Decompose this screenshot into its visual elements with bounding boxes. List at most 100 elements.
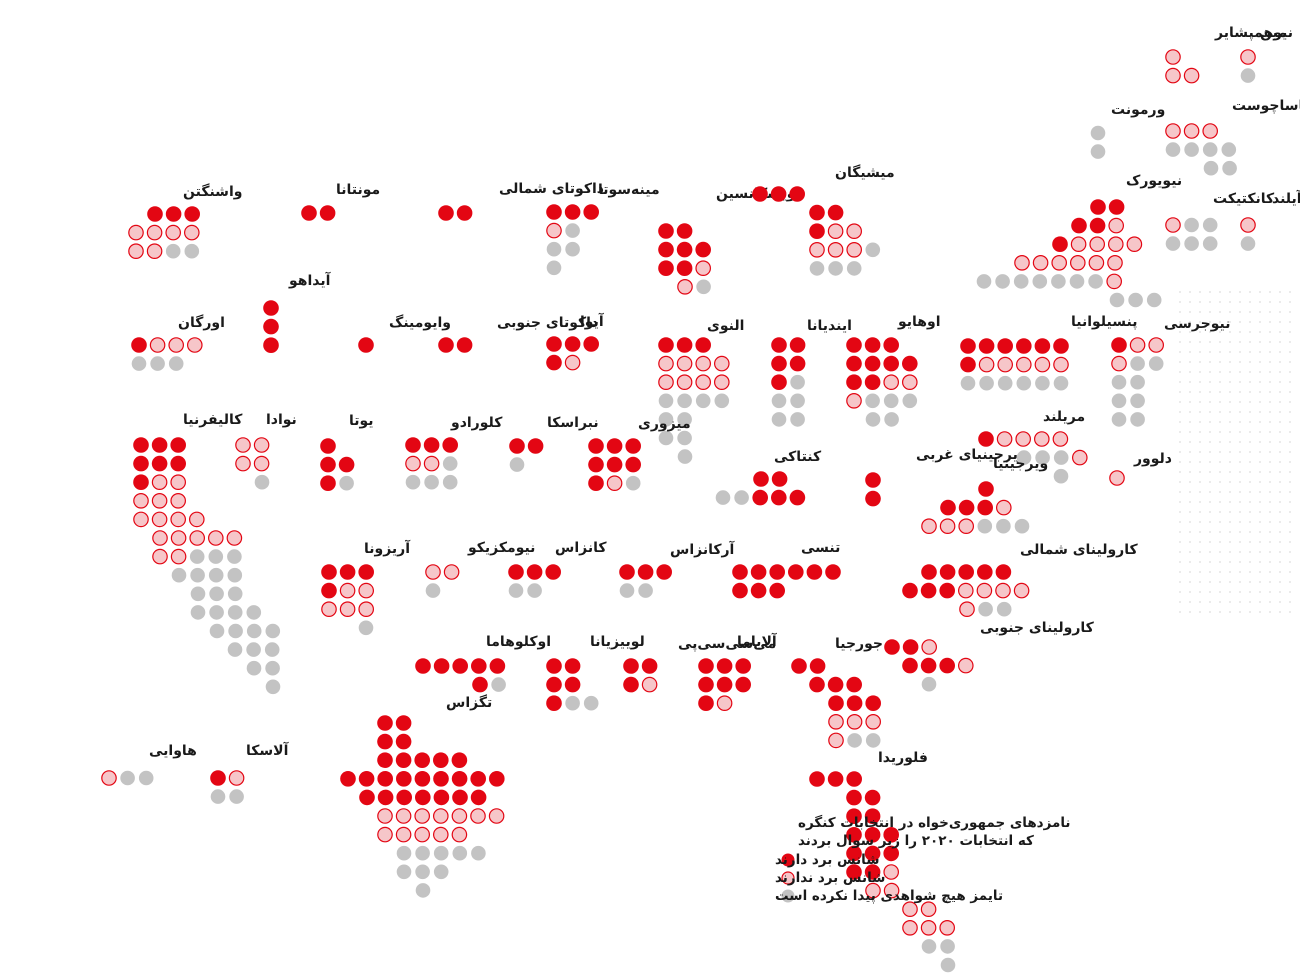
texture-dot — [1269, 481, 1271, 483]
winning-dot — [695, 241, 711, 258]
texture-dot — [1289, 421, 1291, 423]
texture-dot — [1249, 461, 1251, 463]
texture-dot — [1189, 311, 1191, 313]
texture-dot — [1189, 591, 1191, 593]
winning-dot — [131, 337, 147, 353]
texture-dot — [1179, 301, 1181, 303]
no-evidence-dot — [865, 733, 881, 748]
losing-dot — [321, 601, 337, 617]
texture-dot — [1189, 371, 1191, 373]
texture-dot — [1289, 411, 1291, 413]
texture-dot — [1269, 331, 1271, 333]
winning-dot — [884, 639, 900, 655]
texture-dot — [1179, 611, 1181, 613]
state-label: می‌سی‌سی‌پی — [678, 636, 776, 652]
texture-dot — [1249, 331, 1251, 333]
texture-dot — [1239, 571, 1241, 573]
losing-dot — [152, 548, 168, 565]
no-evidence-dot — [565, 695, 580, 711]
winning-dot — [735, 658, 751, 674]
texture-dot — [1199, 321, 1201, 323]
no-evidence-dot — [790, 412, 805, 427]
texture-dot — [1239, 611, 1241, 613]
winning-dot — [977, 564, 993, 580]
state-nebraska: نبراسکا — [509, 415, 599, 472]
texture-dot — [1209, 511, 1211, 513]
winning-dot — [359, 789, 375, 806]
no-evidence-dot — [246, 660, 262, 676]
no-evidence-dot — [696, 279, 711, 295]
winning-dot — [546, 695, 562, 711]
texture-dot — [1249, 441, 1251, 443]
no-evidence-dot — [264, 642, 280, 657]
texture-dot — [1179, 531, 1181, 533]
winning-dot — [147, 206, 163, 222]
texture-dot — [1219, 441, 1221, 443]
texture-dot — [1279, 321, 1281, 323]
losing-dot — [1202, 123, 1218, 139]
texture-dot — [1229, 531, 1231, 533]
texture-dot — [1219, 341, 1221, 343]
state-vermont: ورمونت — [1090, 102, 1165, 159]
texture-dot — [1229, 451, 1231, 453]
no-evidence-dot — [442, 456, 458, 471]
no-evidence-dot — [921, 676, 937, 692]
state-massachusetts: ماساچوست — [1165, 98, 1300, 176]
legend-title-line1: نامزدهای جمهوری‌خواه در انتخابات کنگره — [798, 814, 1071, 831]
no-evidence-dot — [415, 883, 431, 898]
no-evidence-dot — [1130, 356, 1145, 371]
texture-dot — [1219, 511, 1221, 513]
winning-dot — [789, 337, 806, 353]
texture-dot — [1289, 511, 1291, 513]
losing-dot — [1070, 254, 1086, 271]
winning-dot — [864, 374, 881, 391]
no-evidence-dot — [921, 939, 937, 954]
texture-dot — [1209, 401, 1211, 403]
losing-dot — [170, 492, 186, 509]
texture-dot — [1289, 331, 1291, 333]
state-texas: تگزاس — [340, 694, 505, 898]
texture-dot — [1269, 501, 1271, 503]
texture-dot — [1249, 321, 1251, 323]
texture-dot — [1219, 611, 1221, 613]
texture-dot — [1269, 611, 1271, 613]
state-label: فلوریدا — [878, 750, 928, 766]
no-evidence-dot — [1148, 356, 1164, 371]
texture-dot — [1219, 331, 1221, 333]
texture-dot — [1239, 581, 1241, 583]
state-label: نوادا — [266, 412, 297, 428]
texture-dot — [1269, 391, 1271, 393]
winning-dot — [452, 658, 469, 674]
legend-label-winning: شانس برد دارند — [775, 852, 880, 868]
texture-dot — [1229, 381, 1231, 383]
no-evidence-dot — [734, 490, 749, 505]
losing-dot — [1034, 356, 1051, 373]
texture-dot — [1219, 391, 1221, 393]
texture-dot — [1249, 531, 1251, 533]
winning-dot — [789, 355, 806, 372]
state-label: کانزاس — [555, 540, 607, 556]
winning-dot — [977, 499, 993, 516]
texture-dot — [1229, 511, 1231, 513]
texture-dot — [1249, 611, 1251, 613]
losing-dot — [184, 224, 200, 241]
losing-dot — [1126, 236, 1143, 252]
losing-dot — [677, 278, 693, 295]
texture-dot — [1179, 361, 1181, 363]
winning-dot — [508, 564, 524, 580]
no-evidence-dot — [771, 412, 787, 427]
winning-dot — [864, 845, 881, 862]
losing-dot — [902, 919, 918, 936]
texture-dot — [1229, 361, 1231, 363]
no-evidence-dot — [227, 586, 243, 602]
texture-dot — [1269, 541, 1271, 543]
no-evidence-dot — [546, 260, 562, 276]
losing-dot — [451, 826, 468, 843]
losing-dot — [939, 919, 955, 936]
losing-dot — [901, 374, 918, 390]
texture-dot — [1179, 561, 1181, 563]
winning-dot — [377, 715, 393, 731]
state-label: مین — [1260, 25, 1287, 41]
losing-dot — [995, 499, 1012, 516]
